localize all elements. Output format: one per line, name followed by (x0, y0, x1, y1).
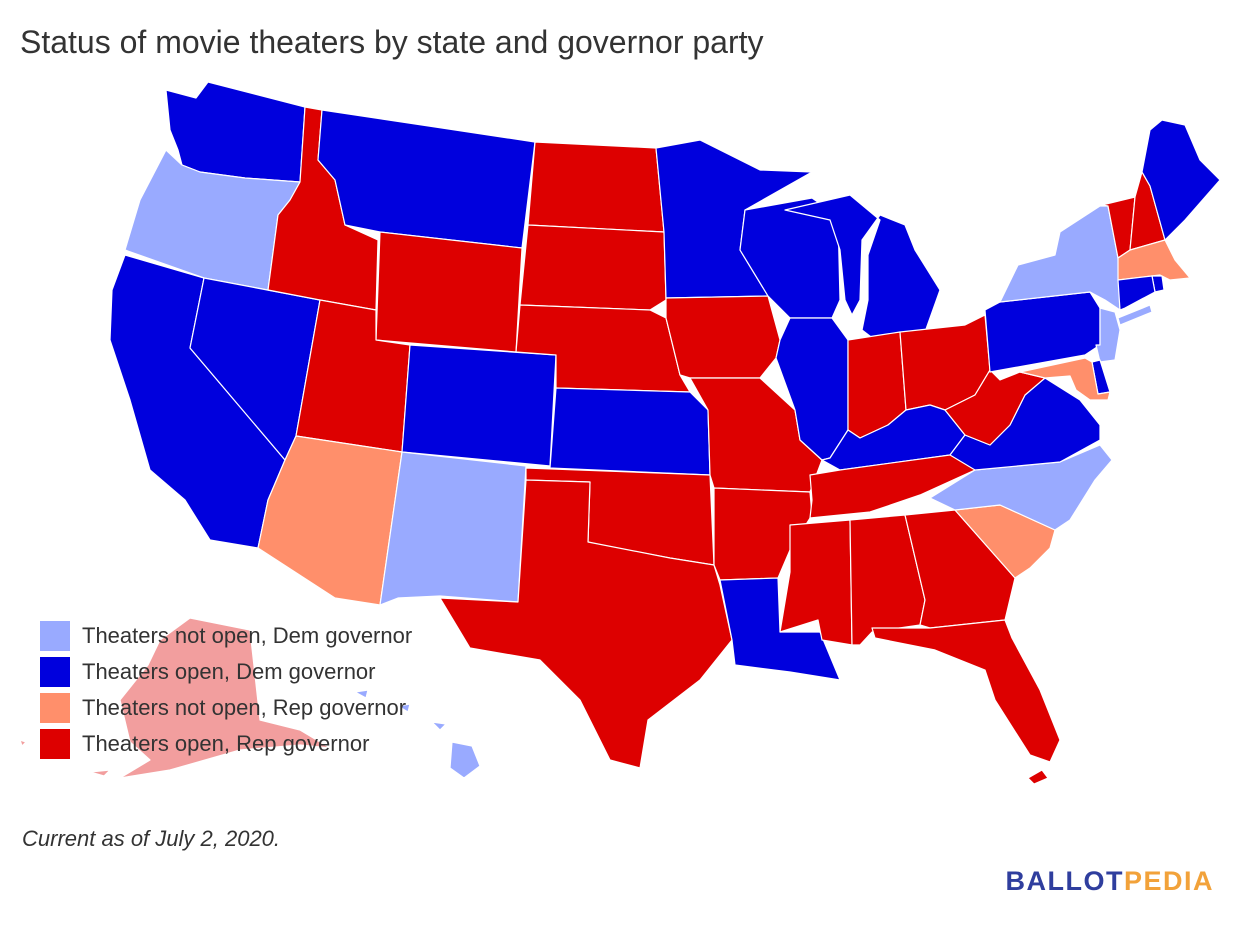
footnote: Current as of July 2, 2020. (22, 826, 281, 851)
legend-label: Theaters open, Rep governor (82, 731, 370, 756)
legend-label: Theaters not open, Dem governor (82, 623, 413, 648)
legend-swatch (40, 693, 70, 723)
map-legend: Theaters not open, Dem governor Theaters… (40, 618, 412, 762)
legend-label: Theaters open, Dem governor (82, 659, 376, 684)
state-wyoming (375, 231, 523, 353)
ballotpedia-logo: BALLOTPEDIA (1005, 866, 1214, 897)
state-iowa (665, 295, 781, 379)
state-tennessee (809, 444, 991, 519)
legend-swatch (40, 657, 70, 687)
state-hawaii (354, 689, 481, 779)
state-new-jersey (1095, 307, 1121, 363)
legend-item-dem-closed: Theaters not open, Dem governor (40, 618, 412, 654)
state-mississippi (779, 519, 853, 646)
state-connecticut (1117, 275, 1156, 311)
state-new-mexico (379, 451, 527, 606)
state-maryland (1019, 357, 1111, 401)
state-new-york (999, 205, 1121, 311)
map-title: Status of movie theaters by state and go… (20, 24, 764, 60)
logo-part-ballot: BALLOT (1005, 866, 1124, 896)
state-kansas (549, 387, 711, 476)
state-florida-keys (1027, 769, 1049, 785)
legend-item-rep-closed: Theaters not open, Rep governor (40, 690, 412, 726)
state-north-dakota (527, 141, 665, 233)
state-alaska-islands (19, 739, 111, 777)
state-colorado (401, 344, 557, 467)
legend-label: Theaters not open, Rep governor (82, 695, 407, 720)
legend-swatch (40, 621, 70, 651)
legend-item-rep-open: Theaters open, Rep governor (40, 726, 412, 762)
state-south-dakota (519, 224, 667, 311)
state-louisiana (719, 577, 841, 681)
state-texas (439, 479, 733, 769)
state-montana (317, 109, 536, 249)
state-long-island (1117, 304, 1153, 326)
legend-item-dem-open: Theaters open, Dem governor (40, 654, 412, 690)
state-arkansas (713, 487, 813, 581)
state-florida (871, 619, 1061, 763)
state-maine (1141, 119, 1221, 241)
logo-part-pedia: PEDIA (1123, 866, 1214, 896)
state-michigan (784, 194, 941, 341)
legend-swatch (40, 729, 70, 759)
state-alaska (119, 617, 331, 779)
